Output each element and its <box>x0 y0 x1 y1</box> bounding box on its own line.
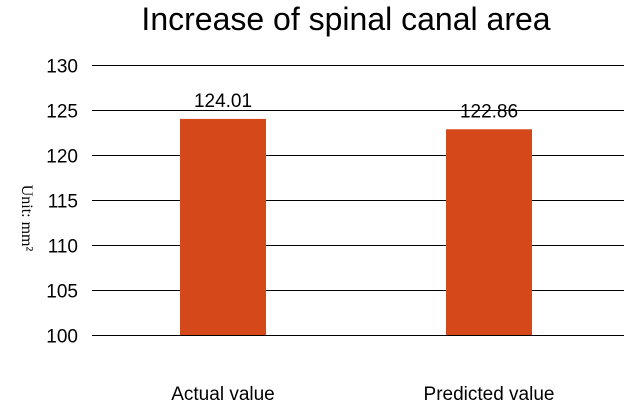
bars <box>180 118 532 335</box>
y-tick-label: 110 <box>48 237 78 258</box>
data-label: 122.86 <box>460 101 518 122</box>
y-tick-label: 130 <box>46 57 78 78</box>
y-tick-label: 105 <box>46 282 78 303</box>
category-label: Actual value <box>171 384 275 405</box>
bar <box>180 118 266 335</box>
y-tick-label: 100 <box>46 327 78 348</box>
data-label: 124.01 <box>194 91 252 112</box>
y-tick-label: 115 <box>48 192 78 213</box>
chart-title: Increase of spinal canal area <box>141 1 550 37</box>
gridlines <box>92 65 624 336</box>
category-label: Predicted value <box>424 384 555 405</box>
y-axis-ticks: 100 105 110 115 120 125 130 <box>46 57 78 348</box>
data-labels: 124.01 122.86 <box>194 91 518 122</box>
y-axis-label: Unit: mm² <box>18 185 35 252</box>
y-tick-label: 120 <box>46 147 78 168</box>
category-labels: Actual value Predicted value <box>171 384 554 405</box>
bar <box>446 129 532 335</box>
y-tick-label: 125 <box>46 102 78 123</box>
